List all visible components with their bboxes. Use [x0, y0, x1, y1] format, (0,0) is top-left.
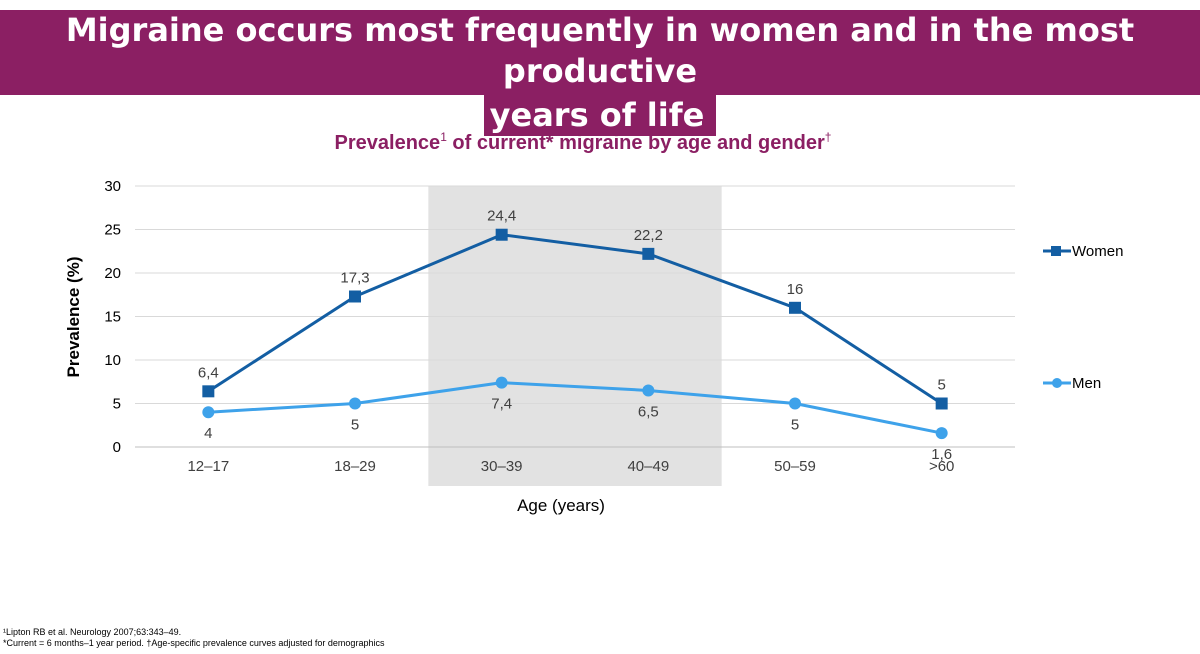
- data-point: [642, 247, 655, 260]
- highlight-band: [428, 186, 722, 486]
- footnotes: ¹Lipton RB et al. Neurology 2007;63:343–…: [3, 627, 384, 649]
- data-point: [789, 397, 801, 410]
- data-label: 5: [791, 417, 799, 434]
- x-tick-label: 50–59: [774, 458, 816, 475]
- data-point: [202, 385, 215, 398]
- data-label: 4: [204, 425, 212, 442]
- legend-item-women: Women: [1043, 243, 1123, 260]
- y-axis-label: Prevalence (%): [64, 257, 83, 378]
- data-label: 16: [787, 281, 804, 298]
- legend-marker: [1052, 378, 1062, 388]
- series-women: 6,4 17,3 24,4 22,2 16 5: [198, 208, 948, 410]
- x-tick-label: 12–17: [187, 458, 229, 475]
- footnote-definitions: *Current = 6 months–1 year period. †Age-…: [3, 638, 385, 648]
- legend: Women Men: [1043, 243, 1123, 392]
- gridlines: [135, 185, 1015, 448]
- y-tick-label: 15: [104, 309, 121, 326]
- data-point: [495, 228, 508, 241]
- legend-marker: [1051, 246, 1061, 256]
- y-tick-labels: 0 5 10 15 20 25 30: [104, 178, 121, 456]
- data-label: 22,2: [634, 227, 663, 244]
- slide-headline: Migraine occurs most frequently in women…: [0, 10, 1200, 136]
- y-tick-label: 20: [104, 265, 121, 282]
- chart-title-footnote-ref-2: †: [824, 130, 832, 144]
- data-label: 17,3: [340, 269, 369, 286]
- data-label: 24,4: [487, 208, 516, 225]
- y-tick-label: 30: [104, 178, 121, 195]
- data-point: [349, 397, 361, 410]
- legend-item-men: Men: [1043, 375, 1101, 392]
- highlight-bands: [428, 186, 722, 486]
- data-point: [642, 384, 655, 397]
- x-tick-label: >60: [929, 458, 954, 475]
- chart-title-prefix: Prevalence: [334, 132, 441, 154]
- chart-title-main: of current* migraine by age and gender: [446, 132, 825, 154]
- data-point: [202, 406, 215, 419]
- series-line: [207, 233, 943, 405]
- legend-label: Men: [1072, 375, 1101, 392]
- y-tick-label: 0: [113, 439, 121, 456]
- data-label: 1,6: [931, 446, 952, 463]
- headline-line-2: years of life: [483, 95, 717, 136]
- y-tick-label: 5: [113, 396, 121, 413]
- x-tick-labels: 12–17 18–29 30–39 40–49 50–59 >60: [187, 458, 954, 475]
- data-label: 5: [937, 377, 945, 394]
- legend-label: Women: [1072, 243, 1123, 260]
- footnote-reference: ¹Lipton RB et al. Neurology 2007;63:343–…: [3, 627, 182, 637]
- y-tick-label: 25: [104, 222, 121, 239]
- x-tick-label: 18–29: [334, 458, 376, 475]
- y-tick-label: 10: [104, 352, 121, 369]
- chart-title: Prevalence1 of current* migraine by age …: [0, 130, 1166, 155]
- headline-line-1: Migraine occurs most frequently in women…: [0, 10, 1200, 95]
- data-point: [789, 301, 801, 314]
- x-axis-label: Age (years): [517, 496, 605, 515]
- series-men: 4 5 7,4 6,5 5 1,6: [202, 376, 952, 463]
- series-layer: 6,4 17,3 24,4 22,2 16 5 4 5 7,4 6,5 5 1,6: [198, 208, 952, 463]
- data-point: [935, 397, 948, 410]
- x-tick-label: 30–39: [481, 458, 523, 475]
- series-line: [208, 381, 942, 435]
- chart-title-footnote-ref-1: 1: [440, 130, 447, 144]
- data-point: [349, 290, 361, 303]
- data-point: [935, 427, 948, 440]
- data-point: [495, 376, 508, 389]
- data-label: 6,5: [638, 403, 659, 420]
- data-label: 7,4: [491, 396, 512, 413]
- x-tick-label: 40–49: [627, 458, 669, 475]
- data-label: 5: [351, 417, 359, 434]
- data-label: 6,4: [198, 364, 219, 381]
